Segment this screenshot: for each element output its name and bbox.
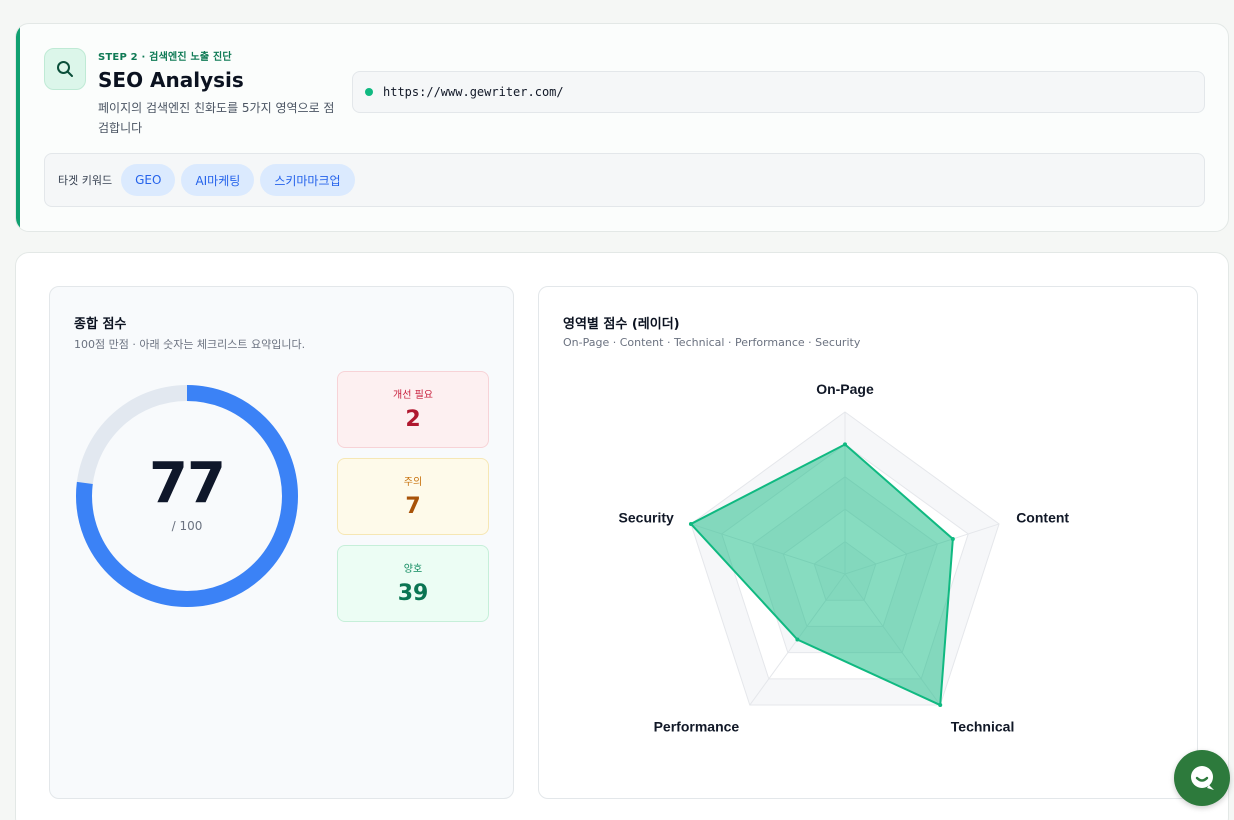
radar-point bbox=[843, 442, 847, 447]
url-field[interactable]: https://www.gewriter.com/ bbox=[352, 71, 1205, 113]
overall-title: 종합 점수 bbox=[74, 317, 127, 332]
stat-value: 2 bbox=[405, 407, 421, 432]
gauge-fill bbox=[76, 385, 298, 607]
stat-good: 양호 39 bbox=[337, 545, 489, 622]
radar-point bbox=[938, 703, 943, 708]
radar-subtitle: On-Page · Content · Technical · Performa… bbox=[563, 336, 861, 349]
radar-point bbox=[688, 521, 693, 526]
radar-axis-label: Performance bbox=[654, 719, 740, 735]
stat-label: 개선 필요 bbox=[393, 390, 433, 401]
header-card: STEP 2 · 검색엔진 노출 진단 SEO Analysis 페이지의 검색… bbox=[15, 23, 1229, 232]
stat-label: 양호 bbox=[403, 564, 423, 575]
page-description: 페이지의 검색엔진 친화도를 5가지 영역으로 점검합니다 bbox=[98, 101, 335, 135]
score-value: 77 bbox=[149, 451, 226, 516]
radar-point bbox=[795, 637, 800, 642]
keyword-chip[interactable]: 스키마마크업 bbox=[260, 164, 355, 196]
overall-score-panel: 종합 점수 100점 만점 · 아래 숫자는 체크리스트 요약입니다. 77 /… bbox=[49, 286, 514, 799]
keywords-label: 타겟 키워드 bbox=[58, 174, 113, 187]
step-label: STEP 2 · 검색엔진 노출 진단 bbox=[98, 52, 232, 63]
keyword-chip[interactable]: GEO bbox=[121, 164, 176, 196]
status-dot-icon bbox=[365, 88, 373, 96]
radar-chart: On-Page Content Technical Performance Securi… bbox=[619, 381, 1070, 735]
results-card: 종합 점수 100점 만점 · 아래 숫자는 체크리스트 요약입니다. 77 /… bbox=[15, 252, 1229, 820]
url-text: https://www.gewriter.com/ bbox=[383, 85, 564, 99]
search-icon bbox=[44, 48, 86, 90]
radar-series-area bbox=[689, 443, 954, 707]
stat-caution: 주의 7 bbox=[337, 458, 489, 535]
radar-panel: 영역별 점수 (레이더) On-Page · Content · Technic… bbox=[538, 286, 1198, 799]
stat-value: 7 bbox=[405, 494, 421, 519]
radar-point bbox=[950, 536, 955, 541]
accent-bar bbox=[16, 24, 20, 231]
score-max: / 100 bbox=[171, 519, 203, 533]
score-gauge: 77 / 100 bbox=[74, 383, 300, 609]
radar-title: 영역별 점수 (레이더) bbox=[563, 317, 680, 332]
radar-axis-label: Content bbox=[1016, 509, 1069, 525]
keyword-bar: 타겟 키워드 GEO AI마케팅 스키마마크업 bbox=[44, 153, 1205, 207]
radar-axis-label: Security bbox=[619, 509, 674, 525]
stat-needs-improvement: 개선 필요 2 bbox=[337, 371, 489, 448]
radar-axis-label: On-Page bbox=[816, 381, 874, 397]
overall-subtitle: 100점 만점 · 아래 숫자는 체크리스트 요약입니다. bbox=[74, 338, 306, 351]
chat-button[interactable] bbox=[1174, 750, 1230, 806]
page-title: SEO Analysis bbox=[98, 68, 244, 92]
stat-value: 39 bbox=[397, 581, 429, 606]
keyword-chip[interactable]: AI마케팅 bbox=[181, 164, 255, 196]
stat-label: 주의 bbox=[403, 477, 423, 488]
radar-axis-label: Technical bbox=[951, 719, 1015, 735]
chat-icon bbox=[1191, 766, 1214, 790]
